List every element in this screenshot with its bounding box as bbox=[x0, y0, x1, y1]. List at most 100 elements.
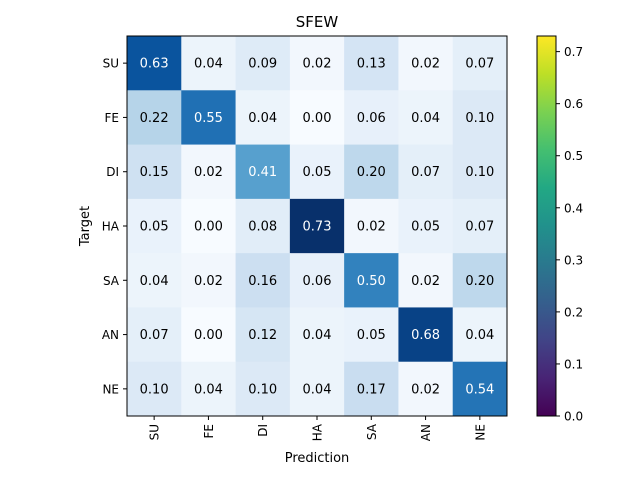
cell-value-label: 0.04 bbox=[140, 274, 169, 289]
heatmap-cell bbox=[235, 361, 291, 417]
x-axis-label: Prediction bbox=[285, 451, 350, 466]
y-tick-label: AN bbox=[102, 328, 119, 342]
heatmap-cell bbox=[127, 253, 182, 308]
heatmap-cell bbox=[344, 307, 399, 363]
heatmap-cell bbox=[452, 307, 508, 363]
colorbar bbox=[536, 35, 557, 417]
heatmap-cell bbox=[181, 198, 237, 254]
heatmap-cell bbox=[289, 307, 345, 363]
cell-value-label: 0.68 bbox=[411, 328, 440, 343]
x-tick-label: NE bbox=[473, 424, 487, 441]
cell-value-label: 0.04 bbox=[194, 57, 223, 72]
heatmap-cell bbox=[289, 198, 345, 254]
heatmap-cell bbox=[289, 361, 345, 417]
heatmap-cell bbox=[181, 253, 237, 308]
heatmap-cell bbox=[289, 90, 345, 146]
heatmap-cell bbox=[289, 253, 345, 308]
heatmap-cell bbox=[235, 144, 291, 200]
colorbar-tick-label: 0.3 bbox=[564, 253, 583, 267]
cell-value-label: 0.09 bbox=[248, 57, 277, 72]
cell-value-label: 0.07 bbox=[411, 165, 440, 180]
heatmap-cell bbox=[452, 36, 508, 91]
colorbar-tick-label: 0.7 bbox=[564, 45, 583, 59]
heatmap-cell bbox=[452, 253, 508, 308]
heatmap-cell bbox=[398, 307, 454, 363]
colorbar-tick-label: 0.6 bbox=[564, 97, 583, 111]
heatmap-cell bbox=[452, 361, 508, 417]
chart-title: SFEW bbox=[296, 13, 339, 31]
colorbar-ticks: 0.0 0.1 0.2 0.3 0.4 0.5 0.6 0.7 bbox=[556, 45, 583, 424]
heatmap-cell bbox=[398, 361, 454, 417]
heatmap-cell bbox=[344, 36, 399, 91]
cell-value-label: 0.54 bbox=[465, 382, 494, 397]
cell-value-label: 0.04 bbox=[194, 382, 223, 397]
heatmap-cell bbox=[452, 198, 508, 254]
cell-value-label: 0.20 bbox=[465, 274, 494, 289]
heatmap-cell bbox=[235, 36, 291, 91]
x-tick-label: FE bbox=[202, 424, 216, 438]
cell-value-label: 0.63 bbox=[140, 57, 169, 72]
heatmap-cell bbox=[235, 90, 291, 146]
cell-value-label: 0.07 bbox=[465, 57, 494, 72]
cell-value-label: 0.13 bbox=[357, 57, 386, 72]
heatmap-cell bbox=[452, 144, 508, 200]
colorbar-tick-label: 0.4 bbox=[564, 201, 583, 215]
cell-value-label: 0.10 bbox=[465, 111, 494, 126]
cell-value-label: 0.00 bbox=[303, 111, 332, 126]
cell-value-label: 0.02 bbox=[411, 382, 440, 397]
cell-value-label: 0.02 bbox=[194, 274, 223, 289]
x-tick-label: SU bbox=[148, 424, 162, 440]
x-axis-ticks: SU FE DI HA SA AN NE bbox=[148, 416, 487, 441]
cell-value-label: 0.06 bbox=[303, 274, 332, 289]
heatmap-cell bbox=[235, 198, 291, 254]
cell-value-label: 0.10 bbox=[140, 382, 169, 397]
x-tick-label: DI bbox=[256, 424, 270, 437]
y-tick-label: FE bbox=[105, 111, 119, 125]
heatmap-cell bbox=[398, 144, 454, 200]
heatmap-cells: 0.63 0.04 0.09 0.02 0.13 0.02 0.07 0.22 0.55 0.04… bbox=[127, 36, 508, 417]
x-tick-label: SA bbox=[365, 423, 379, 440]
heatmap-cell bbox=[127, 36, 182, 91]
cell-value-label: 0.04 bbox=[303, 328, 332, 343]
cell-value-label: 0.02 bbox=[411, 57, 440, 72]
cell-value-label: 0.07 bbox=[465, 220, 494, 235]
heatmap-cell bbox=[181, 36, 237, 91]
cell-value-label: 0.15 bbox=[140, 165, 169, 180]
colorbar-tick-label: 0.0 bbox=[564, 410, 583, 424]
cell-value-label: 0.08 bbox=[248, 220, 277, 235]
heatmap-cell bbox=[398, 90, 454, 146]
heatmap-cell bbox=[181, 144, 237, 200]
cell-value-label: 0.22 bbox=[140, 111, 169, 126]
heatmap-cell bbox=[127, 144, 182, 200]
cell-value-label: 0.12 bbox=[248, 328, 277, 343]
cell-value-label: 0.73 bbox=[303, 220, 332, 235]
heatmap-cell bbox=[344, 90, 399, 146]
y-tick-label: DI bbox=[106, 165, 119, 179]
heatmap-cell bbox=[181, 361, 237, 417]
heatmap-cell bbox=[127, 361, 182, 417]
cell-value-label: 0.02 bbox=[411, 274, 440, 289]
cell-value-label: 0.17 bbox=[357, 382, 386, 397]
heatmap-cell bbox=[181, 307, 237, 363]
y-tick-label: SA bbox=[103, 274, 120, 288]
cell-value-label: 0.04 bbox=[411, 111, 440, 126]
cell-value-label: 0.04 bbox=[465, 328, 494, 343]
cell-value-label: 0.16 bbox=[248, 274, 277, 289]
heatmap-cell bbox=[398, 36, 454, 91]
y-tick-label: SU bbox=[103, 57, 119, 71]
cell-value-label: 0.04 bbox=[303, 382, 332, 397]
heatmap-cell bbox=[398, 198, 454, 254]
cell-value-label: 0.41 bbox=[248, 165, 277, 180]
cell-value-label: 0.04 bbox=[248, 111, 277, 126]
cell-value-label: 0.02 bbox=[357, 220, 386, 235]
heatmap-cell bbox=[181, 90, 237, 146]
heatmap-cell bbox=[235, 307, 291, 363]
heatmap-cell bbox=[127, 307, 182, 363]
heatmap-cell bbox=[344, 253, 399, 308]
cell-value-label: 0.06 bbox=[357, 111, 386, 126]
cell-value-label: 0.02 bbox=[303, 57, 332, 72]
cell-value-label: 0.55 bbox=[194, 111, 223, 126]
heatmap-cell bbox=[289, 36, 345, 91]
cell-value-label: 0.05 bbox=[411, 220, 440, 235]
